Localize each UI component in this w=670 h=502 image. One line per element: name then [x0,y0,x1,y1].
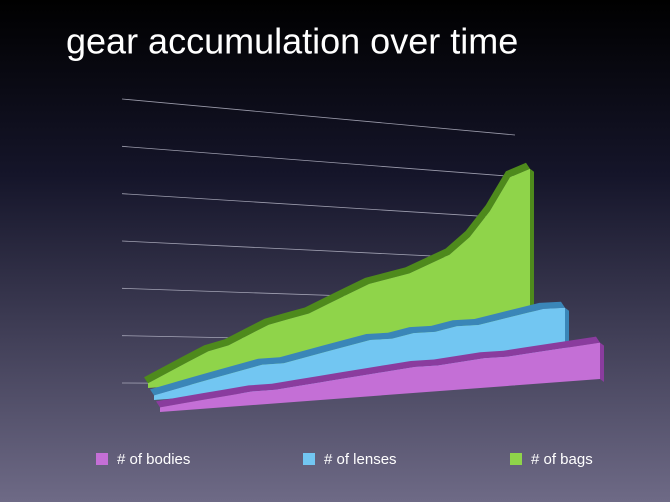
plot-area [144,162,604,412]
legend-label: # of lenses [324,451,397,468]
area-edge [150,301,565,396]
legend-swatch [510,453,522,465]
area-edge [144,162,530,384]
area-side [600,342,604,382]
legend-swatch [96,453,108,465]
area [154,307,565,400]
grid-line [121,98,516,136]
legend-label: # of bags [531,451,593,468]
legend-label: # of bodies [117,451,190,468]
legend-swatch [303,453,315,465]
grid-line [121,145,516,178]
area [160,342,600,412]
chart-title: gear accumulation over time [66,21,518,62]
grid-line [121,193,516,219]
area-edge [156,336,600,408]
legend: # of bodies # of lenses # of bags [96,451,593,468]
